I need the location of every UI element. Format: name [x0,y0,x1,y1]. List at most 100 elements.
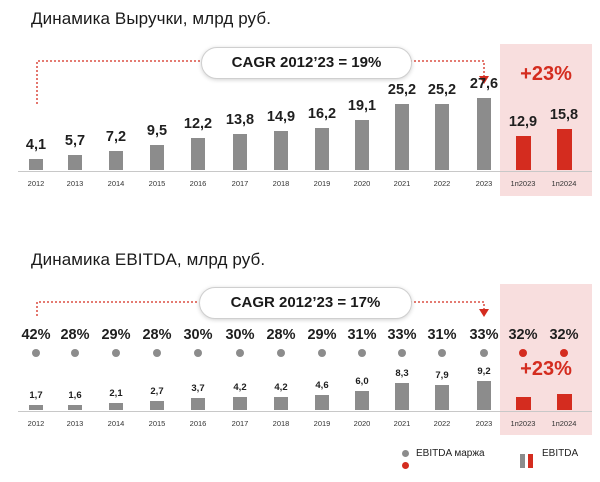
revenue-bar [274,131,288,170]
highlight-panel-ebitda [500,284,592,435]
revenue-value-label: 25,2 [387,82,417,99]
ebitda-value-label: 1,6 [68,389,82,401]
revenue-x-tick-label: 2017 [231,179,249,188]
revenue-value-label: 12,2 [183,116,213,133]
revenue-bar [477,98,491,170]
ebitda-value-label: 4,2 [274,381,288,393]
revenue-bar [68,155,82,170]
ebitda-value-label: 4,2 [233,381,247,393]
ebitda-margin-label: 30% [225,327,255,343]
ebitda-bar [355,390,369,410]
ebitda-margin-dot [277,349,285,357]
ebitda-margin-dot [560,349,568,357]
ebitda-margin-label: 33% [387,327,417,343]
revenue-cagr-badge: CAGR 2012’23 = 19% [201,47,412,79]
ebitda-bar [150,401,164,410]
ebitda-x-tick-label: 2013 [66,419,84,428]
ebitda-value-label: 2,7 [150,386,164,398]
ebitda-cagr-badge: CAGR 2012’23 = 17% [199,287,412,319]
revenue-bar [109,151,123,170]
ebitda-value-label: 4,6 [315,380,329,392]
revenue-bar [515,136,531,170]
ebitda-margin-dot [358,349,366,357]
revenue-bar [395,104,409,170]
legend-label-ebitda: EBITDA [542,448,579,459]
ebitda-margin-label: 42% [21,327,51,343]
ebitda-x-tick-label: 2022 [433,419,451,428]
ebitda-x-tick-label: 2014 [107,419,125,428]
ebitda-margin-label: 29% [307,327,337,343]
ebitda-x-axis [18,411,592,412]
ebitda-x-tick-label: 2018 [272,419,290,428]
ebitda-margin-label: 28% [142,327,172,343]
ebitda-value-label: 3,7 [191,383,205,395]
ebitda-margin-dot [236,349,244,357]
ebitda-margin-dot [32,349,40,357]
ebitda-x-tick-label: 1п2023 [510,419,536,428]
revenue-value-label: 13,8 [225,112,255,129]
ebitda-margin-label: 29% [101,327,131,343]
ebitda-bar [477,380,491,410]
ebitda-x-tick-label: 2012 [27,419,45,428]
revenue-chart-title: Динамика Выручки, млрд руб. [31,9,272,28]
ebitda-chart-title: Динамика EBITDA, млрд руб. [31,250,266,269]
revenue-x-tick-label: 2018 [272,179,290,188]
revenue-x-tick-label: 2021 [393,179,411,188]
ebitda-value-label: 9,2 [477,365,491,377]
ebitda-bar [395,383,409,410]
ebitda-value-label: 1,7 [29,389,43,401]
ebitda-margin-dot [438,349,446,357]
ebitda-margin-dot [194,349,202,357]
ebitda-legend-marker [520,454,536,468]
ebitda-x-tick-label: 2021 [393,419,411,428]
ebitda-margin-dot [480,349,488,357]
revenue-value-label: 7,2 [105,129,127,146]
ebitda-value-label: 2,1 [109,388,123,400]
revenue-value-label: 9,5 [146,123,168,140]
revenue-value-label: 12,9 [508,114,538,131]
revenue-bar [191,138,205,170]
margin-legend-marker [401,450,411,472]
ebitda-bar [29,404,43,410]
ebitda-bar [109,403,123,410]
revenue-bar [315,127,329,170]
ebitda-margin-label: 33% [469,327,499,343]
ebitda-margin-dot [153,349,161,357]
revenue-growth-label: +23% [520,63,572,85]
ebitda-x-tick-label: 2023 [475,419,493,428]
revenue-x-tick-label: 2013 [66,179,84,188]
ebitda-value-label: 6,0 [355,375,369,387]
ebitda-x-tick-label: 2017 [231,419,249,428]
revenue-bar [150,145,164,170]
ebitda-x-tick-label: 2015 [148,419,166,428]
highlight-panel-revenue [500,44,592,196]
ebitda-x-tick-label: 2016 [189,419,207,428]
ebitda-margin-label: 32% [508,327,538,343]
revenue-x-tick-label: 1п2024 [551,179,577,188]
revenue-value-label: 25,2 [427,82,457,99]
revenue-bar [29,159,43,170]
revenue-x-tick-label: 2020 [353,179,371,188]
ebitda-value-label: 7,9 [435,369,449,381]
revenue-bar [355,120,369,170]
revenue-x-tick-label: 1п2023 [510,179,536,188]
revenue-value-label: 4,1 [25,137,47,154]
ebitda-growth-label: +23% [520,358,572,380]
revenue-x-tick-label: 2023 [475,179,493,188]
revenue-bar [435,104,449,170]
ebitda-bar [274,396,288,410]
ebitda-bar [68,404,82,410]
ebitda-margin-dot [318,349,326,357]
ebitda-bar [515,396,531,410]
ebitda-bar [556,393,572,410]
ebitda-margin-label: 30% [183,327,213,343]
revenue-value-label: 15,8 [549,106,579,123]
ebitda-margin-dot [112,349,120,357]
ebitda-margin-label: 31% [347,327,377,343]
ebitda-margin-dot [71,349,79,357]
ebitda-x-tick-label: 2019 [313,419,331,428]
ebitda-margin-dot [519,349,527,357]
revenue-value-label: 14,9 [266,109,296,126]
ebitda-margin-label: 28% [60,327,90,343]
